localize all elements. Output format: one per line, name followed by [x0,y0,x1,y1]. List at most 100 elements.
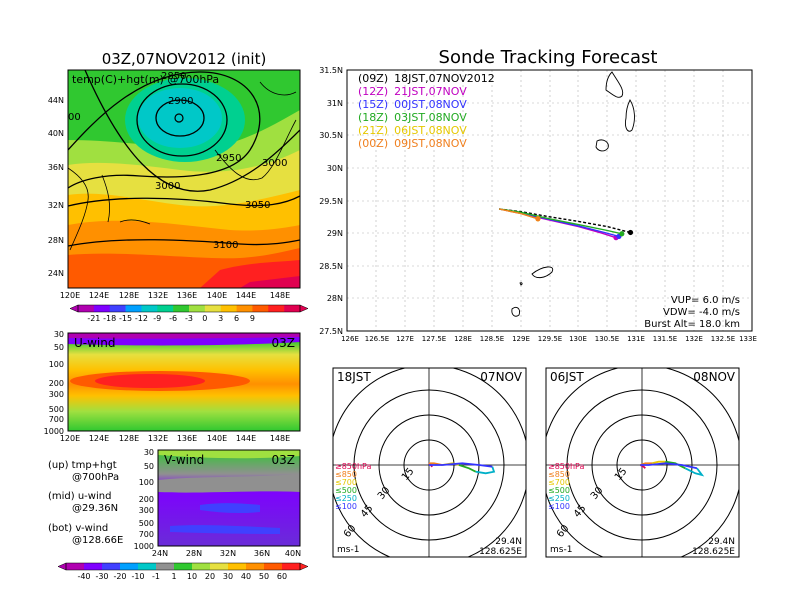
colorbar-label: 20 [205,572,215,581]
hodograph-left-labels: 18JST 07NOV 29.4N 128.625E ms-1 15 30 45… [337,370,523,557]
sonde-tracks [499,208,634,241]
pressure-tick-label: 200 [139,495,154,504]
contour-label: 2900 [168,96,193,107]
lon-tick-label: 124E [89,434,109,443]
colorbar-swatch [284,305,301,312]
legend-entry: (21Z) 06JST,08NOV [358,124,467,137]
colorbar-swatch [282,563,301,570]
hodograph-segment [458,464,477,473]
lat-tick-label: 36N [48,163,64,172]
colorbar-label: -1 [152,572,160,581]
colorbar-label: -3 [185,314,193,323]
colorbar-swatch [156,563,175,570]
colorbar-swatch [125,305,142,312]
pressure-tick-label: 300 [139,506,154,515]
colorbar-label: 60 [277,572,287,581]
colorbar-frame [65,562,301,571]
hodograph-plot [546,368,739,557]
param-burst: Burst Alt= 18.0 km [644,319,740,330]
legend-entry: (09Z) 18JST,07NOV2012 [358,72,495,85]
legend-entry: (18Z) 03JST,08NOV [358,111,467,124]
note-line: @29.36N [72,503,118,514]
hodo-unit: ms-1 [337,545,359,555]
hodo-time: 06JST [550,370,584,384]
lat-tick-label: 27.5N [319,327,343,336]
contour-label: 3050 [245,200,270,211]
colorbar-swatch [264,563,283,570]
hodograph-right [545,367,740,558]
colorbar-swatch [246,563,265,570]
lon-tick-label: 132E [685,335,703,343]
colorbar-label: 40 [241,572,251,581]
lon-tick-label: 140E [207,291,227,300]
lat-tick-label: 28N [327,294,343,303]
level-label: ≤250 [335,494,357,503]
colorbar-swatch [78,305,95,312]
colorbar-label: 0 [202,314,207,323]
wind-colorbar: -40 -30 -20 -10 -1 1 10 20 30 40 50 60 [57,562,309,581]
param-vup: VUP= 6.0 m/s [671,295,740,306]
ring-label: 60 [555,523,572,540]
colorbar-label: 9 [250,314,255,323]
pressure-tick-label: 100 [139,478,154,487]
track-lon-axis: 126E 126.5E 127E 127.5E 128E 128.5E 129E… [341,335,757,343]
track-params: VUP= 6.0 m/s VDW= -4.0 m/s Burst Alt= 18… [644,295,740,330]
temperature-colorbar: -21 -18 -15 -12 -9 -6 -3 0 3 6 9 [69,304,309,323]
v-wind-title: V-wind [164,453,204,467]
lon-tick-label: 128E [119,434,139,443]
colorbar-swatch [102,563,121,570]
pressure-tick-label: 700 [139,530,154,539]
colorbar-label: -10 [131,572,144,581]
pressure-tick-label: 100 [49,360,64,369]
u-wind-time: 03Z [272,336,296,350]
lon-tick-label: 127E [396,335,414,343]
lat-tick-label: 40N [48,129,64,138]
hodograph-segment [429,462,493,468]
pressure-tick-label: 700 [49,415,64,424]
colorbar-label: 6 [234,314,239,323]
ring-label: 15 [400,466,417,483]
colorbar-label: 10 [187,572,197,581]
colorbar-swatch [268,305,285,312]
track-endpoint [619,231,625,237]
hodograph-segment [665,460,686,470]
colorbar-swatch [252,305,269,312]
track-title: Sonde Tracking Forecast [439,47,658,68]
lon-tick-label: 127.5E [422,335,446,343]
lat-tick-label: 40N [285,549,301,558]
lon-tick-label: 129E [512,335,530,343]
hodograph-segment [640,462,698,470]
colorbar-label: 1 [171,572,176,581]
lon-tick-label: 148E [270,434,290,443]
u-wind-title: U-wind [74,336,115,350]
hodograph-frame [332,367,527,558]
track-lat-axis: 31.5N 31N 30.5N 30N 29.5N 29N 28.5N 28N … [319,66,343,336]
lon-tick-label: 120E [60,291,80,300]
lon-tick-label: 129.5E [538,335,562,343]
lat-tick-label: 30.5N [319,131,343,140]
pressure-tick-label: 30 [54,330,64,339]
colorbar-label: -20 [113,572,126,581]
colorbar-label: 3 [218,314,223,323]
lat-tick-label: 29N [327,229,343,238]
colorbar-swatch [173,305,190,312]
colorbar-label: -21 [87,314,100,323]
colorbar-label: -6 [169,314,177,323]
pressure-tick-label: 200 [49,379,64,388]
note-line: (mid) u-wind [48,491,111,502]
contour-label: 3000 [155,181,180,192]
hodo-date: 07NOV [480,370,522,384]
lat-tick-label: 28N [48,236,64,245]
temperature-field [68,70,300,288]
pressure-tick-label: 1000 [44,427,64,436]
pressure-tick-label: 50 [54,343,64,352]
note-line: @128.66E [72,535,123,546]
ring-label: 45 [572,503,589,520]
lon-tick-label: 128.5E [480,335,504,343]
colorbar-label: 30 [223,572,233,581]
hodograph-frame [545,367,740,558]
note-line: (bot) v-wind [48,523,108,534]
contour-label: 2950 [216,153,241,164]
level-label: ≤100 [335,502,357,511]
